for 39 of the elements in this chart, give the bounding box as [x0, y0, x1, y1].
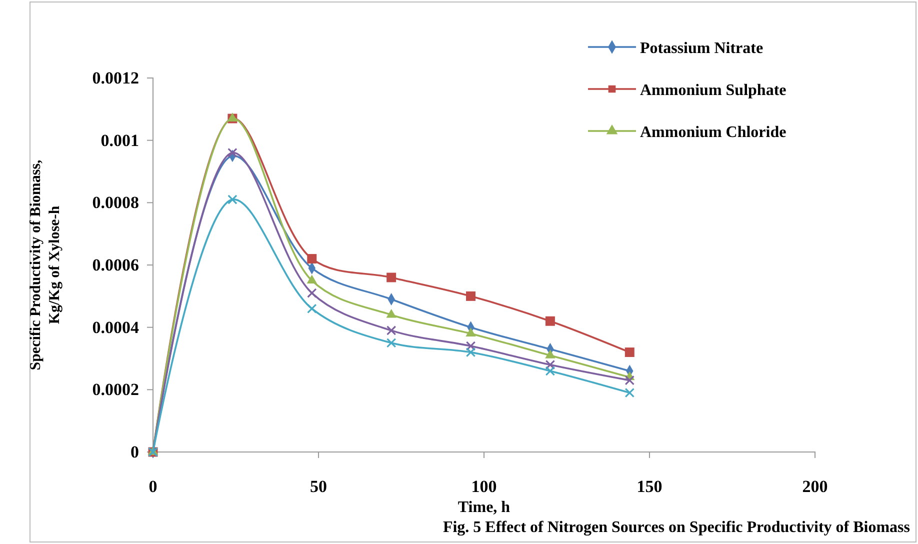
point	[307, 304, 317, 314]
x-tick-label: 0	[148, 477, 158, 496]
point	[306, 274, 317, 284]
y-tick-label: 0.0008	[92, 193, 139, 212]
x-tick-label: 100	[471, 477, 497, 496]
y-axis-title: Specific Productivity of Biomass, Kg/Kg of Xylose-h	[28, 159, 63, 370]
x-tick-label: 50	[310, 477, 327, 496]
point	[545, 360, 556, 370]
point	[386, 326, 396, 336]
point	[466, 291, 476, 301]
y-tick-label: 0.0012	[92, 68, 139, 88]
y-tick-label: 0.0004	[92, 318, 140, 337]
point	[466, 341, 476, 351]
point	[466, 328, 476, 337]
point	[545, 316, 555, 326]
point	[228, 194, 238, 204]
point	[386, 308, 396, 318]
y-tick-label: 0.0006	[92, 255, 139, 274]
point	[386, 272, 396, 282]
point	[228, 148, 238, 158]
point	[545, 349, 556, 358]
caption: Fig. 5 Effect of Nitrogen Sources on Specific Productivity of Biomass	[442, 519, 910, 536]
point	[386, 338, 396, 348]
point	[307, 288, 317, 298]
x-tick-label: 200	[802, 477, 828, 496]
point	[624, 388, 635, 398]
legend-label: Ammonium Chloride	[640, 124, 786, 141]
point	[307, 254, 317, 264]
y-tick-label: 0.001	[100, 130, 139, 150]
point	[466, 347, 476, 358]
legend-label: Potassium Nitrate	[640, 40, 764, 57]
y-tick-label: 0.0002	[92, 380, 139, 400]
x-tick-label: 150	[636, 477, 662, 496]
legend-label: Ammonium Sulphate	[640, 82, 786, 99]
x-axis-title: Time, h	[458, 499, 510, 516]
y-tick-label: 0	[130, 442, 139, 462]
point	[624, 348, 634, 358]
point	[624, 375, 635, 386]
point	[545, 366, 556, 376]
